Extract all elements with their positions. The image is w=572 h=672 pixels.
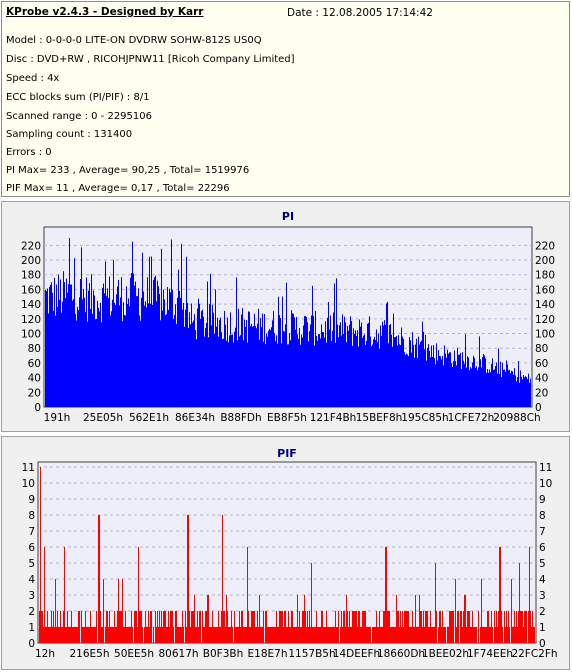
y-tick-left: 100 [21,329,41,341]
sampling-line: Sampling count : 131400 [6,129,133,140]
y-tick-right: 11 [539,462,552,474]
info-panel: KProbe v2.4.3 - Designed by Karr Date : … [1,1,570,197]
y-tick-left: 6 [28,542,35,554]
y-tick-right: 180 [535,270,555,282]
x-tick-label: 14DEEFh [333,648,380,660]
speed-line: Speed : 4x [6,73,60,84]
y-tick-left: 180 [21,270,41,282]
y-tick-right: 0 [535,402,542,414]
x-tick-label: 15BEF8h [356,412,403,424]
x-tick-label: 121F4Bh [310,412,357,424]
y-tick-right: 5 [539,558,546,570]
range-line: Scanned range : 0 - 2295106 [6,111,152,122]
scan-date: Date : 12.08.2005 17:14:42 [287,7,433,19]
y-tick-right: 10 [539,478,552,490]
y-tick-left: 200 [21,255,41,267]
errors-line: Errors : 0 [6,147,52,158]
y-tick-right: 160 [535,284,555,296]
y-tick-right: 80 [535,343,548,355]
x-tick-label: 562E1h [129,412,169,424]
y-tick-right: 7 [539,526,546,538]
y-tick-right: 100 [535,329,555,341]
x-tick-label: B0F3Bh [203,648,243,660]
y-tick-left: 0 [28,638,35,650]
y-tick-left: 60 [28,358,41,370]
y-tick-right: 6 [539,542,546,554]
x-tick-label: 1CFE72h [448,412,495,424]
x-tick-label: 25E05h [83,412,123,424]
x-tick-label: 12h [35,648,55,660]
app-title: KProbe v2.4.3 - Designed by Karr [6,6,204,18]
x-tick-label: 80617h [158,648,198,660]
y-tick-left: 2 [28,606,35,618]
x-tick-label: E18E7h [248,648,288,660]
x-tick-label: 1F74EEh [467,648,513,660]
y-tick-left: 40 [28,373,41,385]
y-tick-left: 20 [28,387,41,399]
x-tick-label: 86E34h [175,412,215,424]
y-tick-right: 200 [535,255,555,267]
y-tick-left: 4 [28,574,35,586]
x-tick-label: 20988Ch [493,412,540,424]
chart-title: PIF [277,447,297,460]
disc-line: Disc : DVD+RW , RICOHJPNW11 [Ricoh Compa… [6,54,295,65]
x-tick-label: 195C85h [401,412,448,424]
y-tick-right: 140 [535,299,555,311]
model-line: Model : 0-0-0-0 LITE-ON DVDRW SOHW-812S … [6,35,262,46]
x-tick-label: 1BEE02h [422,648,469,660]
y-tick-left: 120 [21,314,41,326]
y-tick-right: 20 [535,387,548,399]
y-tick-left: 11 [22,462,35,474]
y-tick-left: 9 [28,494,35,506]
y-tick-left: 220 [21,240,41,252]
x-tick-label: 50EE5h [114,648,154,660]
y-tick-left: 140 [21,299,41,311]
pi-summary-line: PI Max= 233 , Average= 90,25 , Total= 15… [6,165,250,176]
pif-summary-line: PIF Max= 11 , Average= 0,17 , Total= 222… [6,183,230,194]
x-tick-label: 1157B5h [288,648,335,660]
y-tick-left: 160 [21,284,41,296]
y-tick-left: 8 [28,510,35,522]
y-tick-left: 80 [28,343,41,355]
x-tick-label: 191h [44,412,71,424]
y-tick-right: 2 [539,606,546,618]
y-tick-left: 1 [28,622,35,634]
pi-chart-panel: PI 0 0 20 20 40 40 60 60 80 80 100 100 120 120 140 140 16… [1,201,570,432]
y-tick-right: 8 [539,510,546,522]
y-tick-right: 40 [535,373,548,385]
y-tick-right: 120 [535,314,555,326]
chart-title: PI [282,210,294,223]
x-tick-label: B88FDh [220,412,261,424]
y-tick-right: 60 [535,358,548,370]
y-tick-left: 7 [28,526,35,538]
x-tick-label: EB8F5h [267,412,307,424]
y-tick-right: 3 [539,590,546,602]
bar-series [39,467,535,643]
x-tick-label: 216E5h [69,648,109,660]
pi-chart: PI 0 0 20 20 40 40 60 60 80 80 100 100 120 120 140 140 16… [21,210,555,424]
x-tick-label: 18660Dh [377,648,425,660]
y-tick-right: 220 [535,240,555,252]
ecc-line: ECC blocks sum (PI/PIF) : 8/1 [6,92,150,103]
y-tick-left: 10 [22,478,35,490]
pif-chart-panel: PIF 0 0 1 1 2 2 3 3 4 4 5 5 6 6 7 7 8 8 9 9 10 10 11 11 12h 216E5h… [1,436,570,670]
y-tick-right: 4 [539,574,546,586]
y-tick-right: 9 [539,494,546,506]
y-tick-left: 3 [28,590,35,602]
x-tick-label: 22FC2Fh [511,648,557,660]
bar-series [45,238,531,407]
y-tick-right: 0 [539,638,546,650]
y-tick-left: 0 [34,402,41,414]
y-tick-left: 5 [28,558,35,570]
y-tick-right: 1 [539,622,546,634]
